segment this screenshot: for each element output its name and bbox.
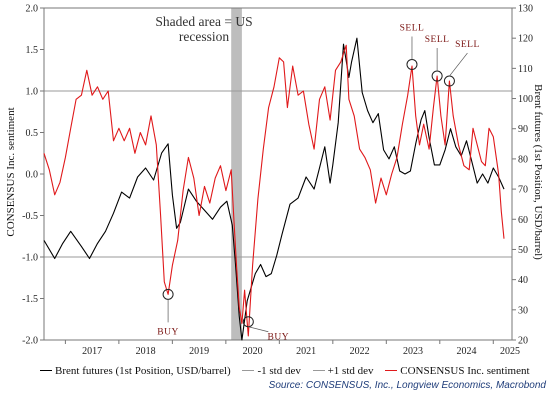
chart-canvas: 2.0 1.5 1.0 0.5 0.0 -0.5 -1.0 -1.5 -2.0 130 120 11… <box>5 4 544 358</box>
right-axis-label: Brent futures (1st Position, USD/barrel) <box>532 84 544 260</box>
x-tick-label: 2025 <box>500 346 520 357</box>
signal-leader <box>449 52 468 77</box>
legend-label-sentiment: CONSENSUS Inc. sentiment <box>400 364 530 377</box>
signal-label: BUY <box>157 327 179 337</box>
std-dev-lines <box>44 90 512 258</box>
legend-swatch-plus-std <box>312 370 325 371</box>
legend-swatch-brent <box>40 370 52 371</box>
right-tick-label: 60 <box>518 215 528 226</box>
x-axis-ticks: 2017 2018 2019 2020 2021 2022 2023 2024 2025 <box>64 340 520 357</box>
x-tick-label: 2021 <box>296 346 316 357</box>
signal-label: SELL <box>425 35 450 45</box>
left-axis-label: CONSENSUS Inc. sentiment <box>5 107 17 236</box>
x-tick-label: 2023 <box>403 346 423 357</box>
x-tick-label: 2024 <box>457 346 477 357</box>
legend-swatch-minus-std <box>242 370 255 371</box>
left-tick-label: -2.0 <box>22 336 38 347</box>
plot-frame <box>43 7 513 341</box>
right-tick-label: 120 <box>518 34 533 45</box>
legend-item-minus-std: -1 std dev <box>242 364 301 377</box>
right-axis-ticks: 130 120 110 100 90 80 70 60 50 40 30 20 <box>512 4 533 347</box>
right-tick-label: 100 <box>518 94 533 105</box>
left-tick-label: -0.5 <box>22 211 38 222</box>
legend-label-minus-std: -1 std dev <box>257 364 301 377</box>
signal-label: SELL <box>400 23 425 33</box>
left-tick-label: 0.0 <box>26 170 39 181</box>
brent-line <box>43 37 505 341</box>
right-tick-label: 110 <box>518 64 533 75</box>
recession-shading <box>231 8 242 340</box>
recession-label-line1: Shaded area = US <box>155 14 252 29</box>
legend-label-plus-std: +1 std dev <box>327 364 374 377</box>
left-tick-label: 1.0 <box>26 87 39 98</box>
right-tick-label: 20 <box>518 336 528 347</box>
left-tick-label: 0.5 <box>26 128 39 139</box>
right-tick-label: 40 <box>518 275 528 286</box>
x-tick-label: 2020 <box>243 346 263 357</box>
right-tick-label: 70 <box>518 185 528 196</box>
legend-item-plus-std: +1 std dev <box>312 364 374 377</box>
series-lines <box>43 37 505 341</box>
right-tick-label: 80 <box>518 154 528 165</box>
legend-item-brent: Brent futures (1st Position, USD/barrel) <box>40 365 231 377</box>
x-tick-label: 2018 <box>136 346 156 357</box>
signal-leader <box>248 326 269 333</box>
left-tick-label: -1.0 <box>22 253 38 264</box>
right-tick-label: 30 <box>518 305 528 316</box>
left-tick-label: -1.5 <box>22 294 38 305</box>
signal-marker <box>406 58 418 70</box>
recession-band <box>231 8 242 340</box>
right-tick-label: 90 <box>518 124 528 135</box>
source-note: Source: CONSENSUS, Inc., Longview Econom… <box>268 380 546 391</box>
right-tick-label: 130 <box>518 4 533 15</box>
x-tick-label: 2019 <box>189 346 209 357</box>
legend-label-brent: Brent futures (1st Position, USD/barrel) <box>55 364 231 377</box>
sentiment-line <box>43 44 505 337</box>
recession-label-line2: recession <box>179 29 229 44</box>
left-axis-ticks: 2.0 1.5 1.0 0.5 0.0 -0.5 -1.0 -1.5 -2.0 <box>22 4 44 347</box>
x-tick-label: 2017 <box>82 346 102 357</box>
left-tick-label: 1.5 <box>26 45 39 56</box>
right-tick-label: 50 <box>518 245 528 256</box>
legend-item-sentiment: CONSENSUS Inc. sentiment <box>385 364 530 377</box>
signal-label: BUY <box>268 333 290 343</box>
left-tick-label: 2.0 <box>26 4 39 15</box>
signal-label: SELL <box>455 40 480 50</box>
x-tick-label: 2022 <box>350 346 370 357</box>
legend-swatch-sentiment <box>385 370 398 371</box>
plot-border <box>43 7 513 341</box>
legend: Brent futures (1st Position, USD/barrel)… <box>40 362 552 377</box>
